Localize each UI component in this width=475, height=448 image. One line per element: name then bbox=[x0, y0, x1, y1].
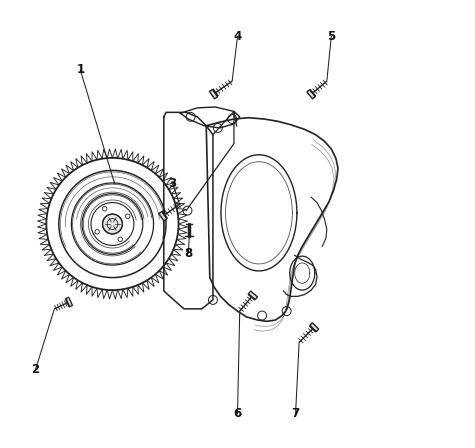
Circle shape bbox=[118, 237, 123, 241]
Polygon shape bbox=[66, 297, 73, 307]
Text: 2: 2 bbox=[31, 362, 40, 376]
Polygon shape bbox=[310, 323, 319, 332]
Circle shape bbox=[103, 207, 107, 211]
Polygon shape bbox=[159, 211, 167, 221]
Polygon shape bbox=[248, 291, 257, 300]
Text: 5: 5 bbox=[327, 30, 335, 43]
Circle shape bbox=[95, 229, 99, 234]
Text: 1: 1 bbox=[76, 64, 85, 77]
Text: 3: 3 bbox=[169, 177, 177, 190]
Polygon shape bbox=[307, 90, 315, 99]
Circle shape bbox=[125, 214, 130, 219]
Text: 4: 4 bbox=[233, 30, 242, 43]
Text: 7: 7 bbox=[292, 407, 300, 420]
Circle shape bbox=[103, 214, 122, 234]
Text: 6: 6 bbox=[233, 407, 242, 420]
Text: 8: 8 bbox=[184, 246, 192, 259]
Polygon shape bbox=[209, 90, 218, 99]
